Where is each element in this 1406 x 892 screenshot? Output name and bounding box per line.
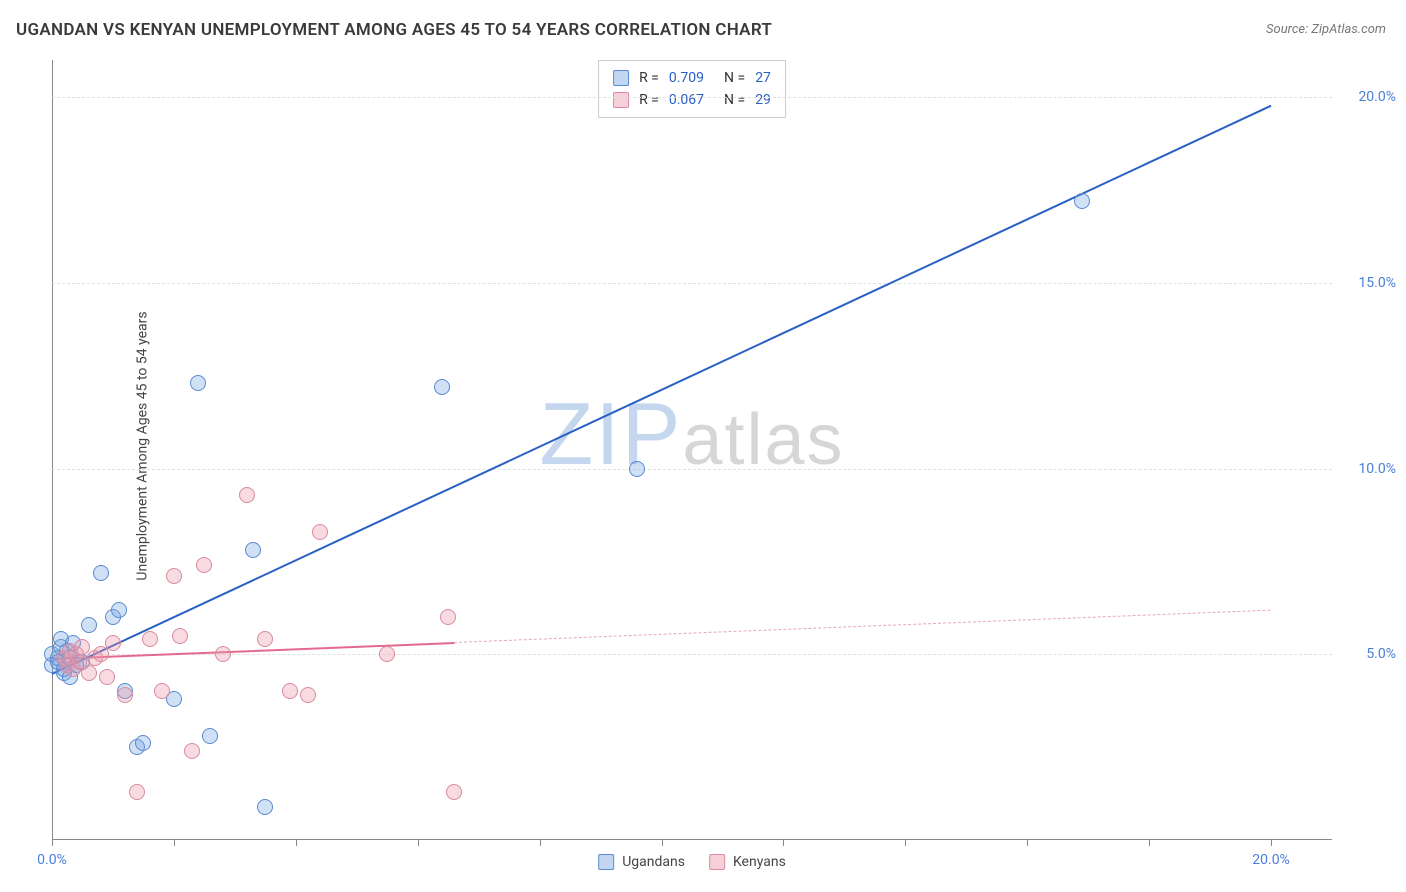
x-tick [905, 840, 906, 846]
x-tick-label: 20.0% [1252, 852, 1290, 868]
ugandans-point [81, 617, 97, 633]
legend-swatch [598, 854, 614, 870]
kenyans-point [196, 557, 212, 573]
kenyans-point [154, 683, 170, 699]
kenyans-point [99, 669, 115, 685]
kenyans-point [172, 628, 188, 644]
chart-title: UGANDAN VS KENYAN UNEMPLOYMENT AMONG AGE… [16, 20, 772, 40]
kenyans-point [129, 784, 145, 800]
kenyans-point [117, 687, 133, 703]
y-tick-label: 15.0% [1358, 275, 1396, 291]
x-tick [1149, 840, 1150, 846]
kenyans-point [166, 568, 182, 584]
legend-r-label: R = [639, 67, 659, 89]
legend-item: Ugandans [598, 854, 685, 870]
y-tick-label: 20.0% [1358, 89, 1396, 105]
x-tick [540, 840, 541, 846]
kenyans-trendline-extrapolated [454, 610, 1271, 643]
x-tick [662, 840, 663, 846]
x-tick [52, 840, 53, 846]
kenyans-point [142, 631, 158, 647]
legend-r-label: R = [639, 89, 659, 111]
chart-source: Source: ZipAtlas.com [1266, 22, 1386, 37]
ugandans-point [1074, 193, 1090, 209]
legend-swatch [613, 70, 629, 86]
kenyans-point [81, 665, 97, 681]
ugandans-point [111, 602, 127, 618]
legend-series: Ugandans Kenyans [598, 854, 786, 870]
gridline [52, 654, 1332, 655]
x-tick [1271, 840, 1272, 846]
kenyans-point [312, 524, 328, 540]
y-tick-label: 10.0% [1358, 461, 1396, 477]
ugandans-point [434, 379, 450, 395]
kenyans-point [300, 687, 316, 703]
ugandans-trendline [52, 105, 1272, 675]
legend-swatch [613, 92, 629, 108]
kenyans-point [215, 646, 231, 662]
ugandans-point [629, 461, 645, 477]
legend-row: R = 0.067 N = 29 [613, 89, 771, 111]
x-tick [1027, 840, 1028, 846]
legend-label: Kenyans [733, 854, 786, 870]
kenyans-point [282, 683, 298, 699]
ugandans-point [93, 565, 109, 581]
kenyans-point [440, 609, 456, 625]
y-tick-label: 5.0% [1366, 646, 1396, 662]
x-tick [783, 840, 784, 846]
x-tick [174, 840, 175, 846]
legend-n-label: N = [724, 67, 745, 89]
gridline [52, 283, 1332, 284]
gridline [52, 97, 1332, 98]
legend-swatch [709, 854, 725, 870]
kenyans-point [239, 487, 255, 503]
legend-label: Ugandans [622, 854, 685, 870]
x-tick [418, 840, 419, 846]
legend-r-value: 0.067 [669, 89, 704, 111]
plot-area: ZIPatlas R = 0.709N = 27R = 0.067N = 29 … [52, 60, 1332, 840]
legend-n-label: N = [724, 89, 745, 111]
x-axis [52, 839, 1332, 840]
kenyans-point [257, 631, 273, 647]
legend-row: R = 0.709 N = 27 [613, 67, 771, 89]
ugandans-point [202, 728, 218, 744]
ugandans-point [135, 735, 151, 751]
gridline [52, 469, 1332, 470]
ugandans-point [245, 542, 261, 558]
kenyans-point [184, 743, 200, 759]
watermark: ZIPatlas [540, 383, 845, 485]
ugandans-point [190, 375, 206, 391]
y-axis [52, 60, 53, 840]
x-tick [296, 840, 297, 846]
legend-n-value: 29 [755, 89, 771, 111]
ugandans-point [257, 799, 273, 815]
x-tick-label: 0.0% [37, 852, 67, 868]
legend-r-value: 0.709 [669, 67, 704, 89]
legend-correlation: R = 0.709 N = 27 R = 0.067 N = 29 [598, 60, 786, 118]
kenyans-point [446, 784, 462, 800]
kenyans-point [379, 646, 395, 662]
legend-item: Kenyans [709, 854, 786, 870]
legend-n-value: 27 [755, 67, 771, 89]
kenyans-point [105, 635, 121, 651]
